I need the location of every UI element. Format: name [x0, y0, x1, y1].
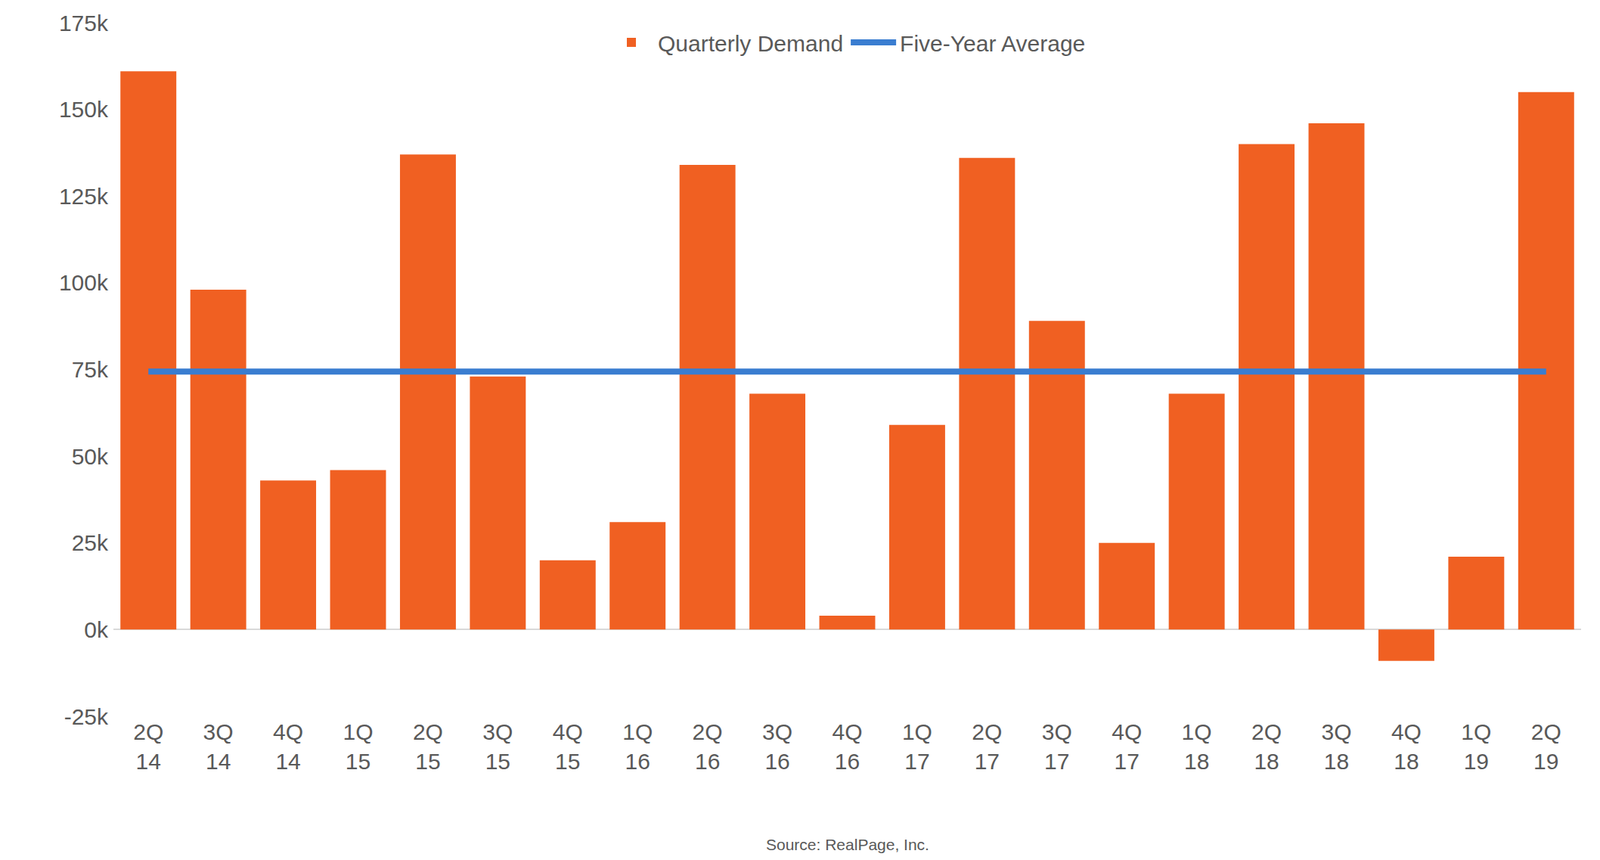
svg-text:4Q16: 4Q16 — [831, 719, 863, 774]
svg-text:1Q15: 1Q15 — [342, 719, 373, 774]
svg-text:Five-Year Average: Five-Year Average — [899, 31, 1086, 56]
svg-text:-25k: -25k — [64, 703, 109, 729]
svg-text:Quarterly Demand: Quarterly Demand — [657, 31, 844, 56]
svg-text:100k: 100k — [58, 269, 109, 295]
svg-text:50k: 50k — [71, 443, 109, 469]
svg-text:3Q16: 3Q16 — [762, 719, 793, 774]
svg-text:2Q17: 2Q17 — [971, 719, 1002, 774]
svg-text:150k: 150k — [58, 96, 109, 122]
svg-text:2Q19: 2Q19 — [1531, 719, 1562, 774]
svg-text:2Q16: 2Q16 — [692, 719, 723, 774]
svg-text:4Q18: 4Q18 — [1391, 719, 1422, 774]
svg-text:2Q15: 2Q15 — [412, 719, 444, 774]
svg-text:4Q17: 4Q17 — [1111, 719, 1142, 774]
svg-text:3Q15: 3Q15 — [482, 719, 513, 774]
svg-text:1Q19: 1Q19 — [1460, 719, 1492, 774]
svg-text:125k: 125k — [58, 183, 109, 209]
svg-text:0k: 0k — [83, 617, 109, 642]
svg-text:Source: RealPage, Inc.: Source: RealPage, Inc. — [765, 835, 930, 853]
svg-text:3Q17: 3Q17 — [1041, 719, 1073, 774]
svg-text:25k: 25k — [71, 530, 109, 556]
svg-text:4Q15: 4Q15 — [552, 719, 583, 774]
svg-text:75k: 75k — [71, 356, 109, 382]
svg-text:1Q17: 1Q17 — [902, 719, 933, 774]
svg-text:4Q14: 4Q14 — [272, 719, 304, 774]
svg-text:1Q18: 1Q18 — [1181, 719, 1213, 774]
svg-text:2Q18: 2Q18 — [1251, 719, 1282, 774]
svg-text:2Q14: 2Q14 — [133, 719, 164, 774]
svg-text:1Q16: 1Q16 — [622, 719, 653, 774]
svg-text:3Q14: 3Q14 — [203, 719, 234, 774]
svg-text:3Q18: 3Q18 — [1320, 719, 1352, 774]
svg-text:175k: 175k — [58, 10, 109, 36]
